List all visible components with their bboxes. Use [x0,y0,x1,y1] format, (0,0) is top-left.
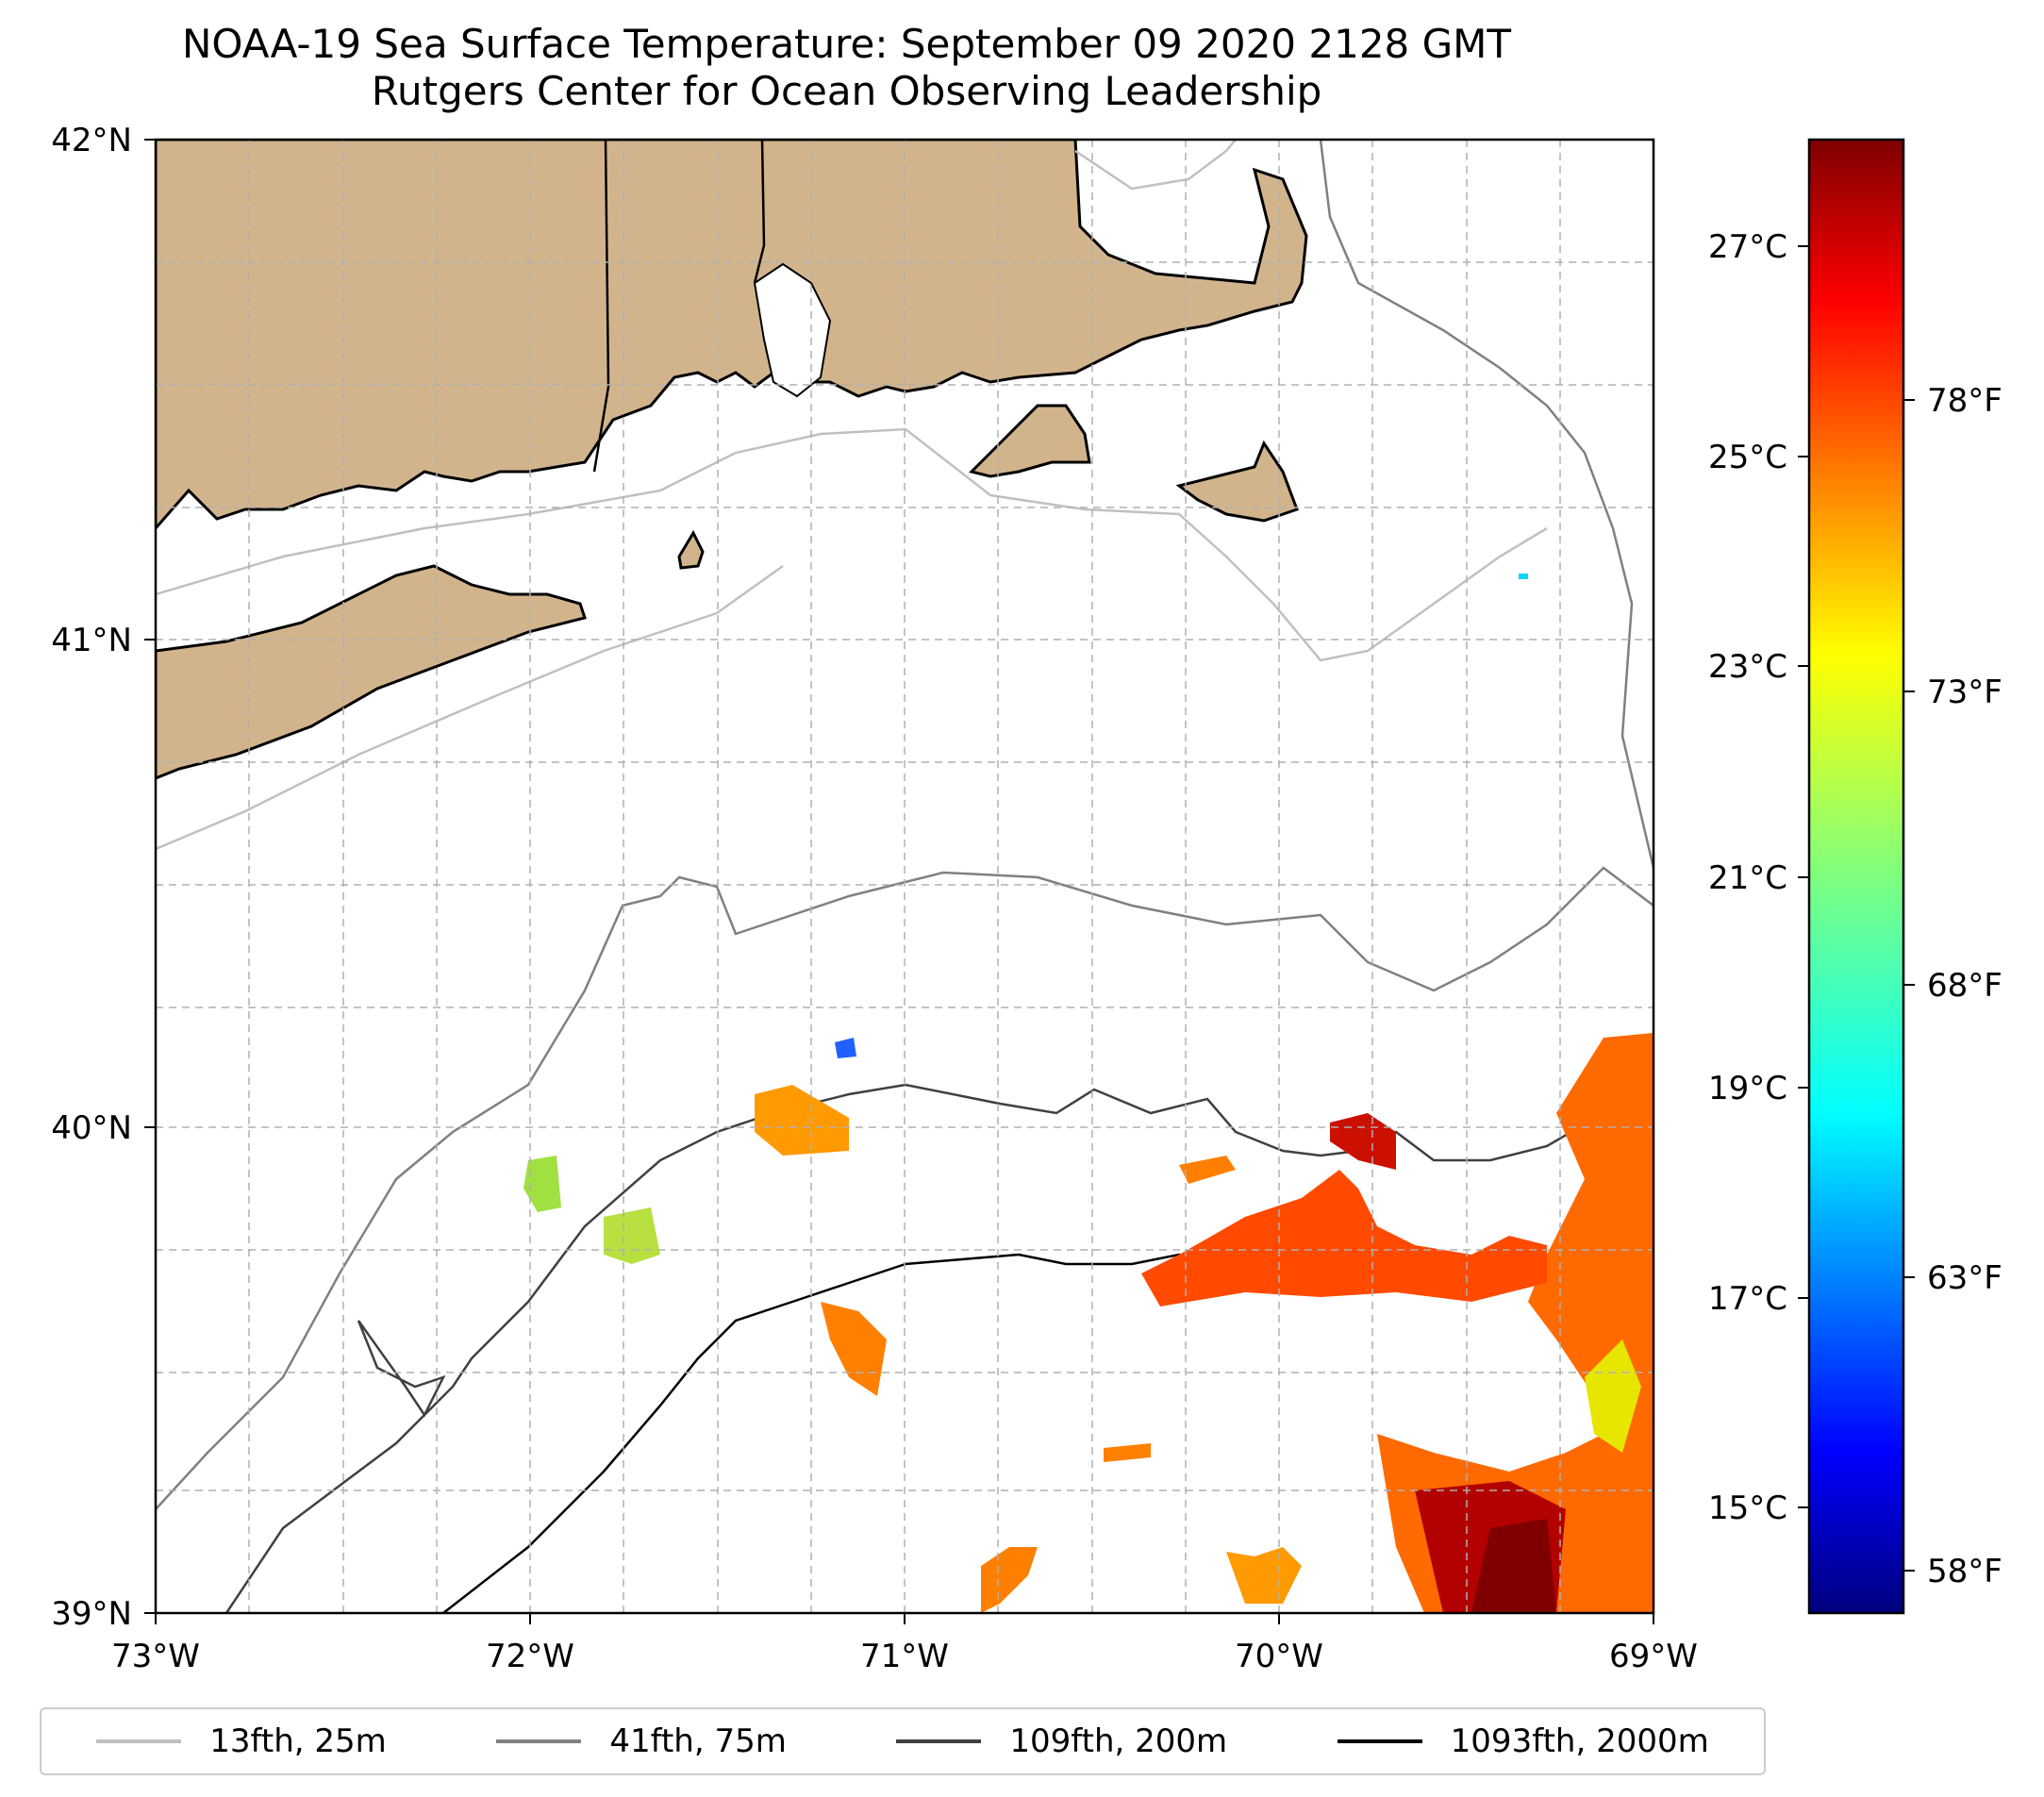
colorbar-celsius-label: 19°C [1708,1070,1787,1107]
colorbar-fahrenheit-label: 63°F [1927,1259,2002,1297]
sst-patch-orange-4 [1104,1443,1151,1462]
legend-item: 1093fth, 2000m [1337,1722,1709,1760]
isobath-25m [156,427,1548,662]
colorbar-celsius-label: 21°C [1708,859,1787,897]
sst-patch-orange-5 [1179,1156,1236,1184]
colorbar-celsius-label: 27°C [1708,228,1787,266]
title-line-1: NOAA-19 Sea Surface Temperature: Septemb… [181,21,1512,67]
sst-patch-yellow [1585,1339,1641,1453]
x-tick-label: 71°W [860,1638,949,1675]
isobath-200m-west [357,1320,446,1418]
grid-lines [156,140,1653,1613]
state-border-ct-ri [753,140,766,284]
colorbar-celsius-label: 15°C [1708,1489,1787,1527]
sst-patch-orange-1 [755,1085,849,1156]
legend-label: 41fth, 75m [609,1722,787,1760]
x-tick-label: 72°W [486,1638,574,1675]
colorbar-celsius-label: 23°C [1708,648,1787,686]
x-tick-label: 73°W [111,1638,200,1675]
legend-item: 13fth, 25m [96,1722,387,1760]
y-tick-label: 41°N [51,622,132,659]
isobath-25m-south [156,564,784,851]
sst-patch-north [1141,1170,1547,1306]
isobath-200m [224,1083,1653,1613]
legend-label: 109fth, 200m [1009,1722,1228,1760]
legend-line-200m [896,1739,982,1743]
sst-patch-orange-3 [981,1547,1038,1613]
legend-line-2000m [1337,1739,1422,1743]
y-tick-label: 42°N [51,122,132,159]
colorbar-fahrenheit-label: 68°F [1927,967,2002,1005]
sst-patch-east [1377,1033,1653,1613]
sst-patch-green-1 [523,1156,561,1212]
land-new-england [156,140,1308,531]
map-title: NOAA-19 Sea Surface Temperature: Septemb… [0,21,1693,115]
legend-item: 109fth, 200m [896,1722,1227,1760]
colorbar-ticks [1798,245,1915,1572]
sst-patch-core-dark [1471,1519,1556,1613]
y-tick-label: 40°N [51,1109,132,1147]
land-block-island [677,529,705,570]
land-marthas-vineyard [969,404,1091,478]
sst-patch-cyan-1 [1519,574,1528,579]
legend-label: 1093fth, 2000m [1450,1722,1709,1760]
colorbar-fahrenheit-label: 58°F [1927,1553,2002,1590]
x-tick-label: 69°W [1609,1638,1698,1675]
x-tick-label: 70°W [1235,1638,1323,1675]
colorbar-fahrenheit-label: 73°F [1927,674,2002,711]
colorbar-fahrenheit-label: 78°F [1927,382,2002,420]
legend-line-75m [496,1739,582,1743]
y-tick-label: 39°N [51,1595,132,1633]
state-border-ny-ct [592,140,610,473]
colorbar-celsius-label: 17°C [1708,1280,1787,1318]
title-line-2: Rutgers Center for Ocean Observing Leade… [371,68,1322,114]
isobath-75m [1319,140,1653,869]
legend-item: 41fth, 75m [496,1722,787,1760]
axis-ticks [144,139,1654,1624]
legend-line-25m [96,1739,182,1743]
colorbar [1807,138,1905,1615]
sst-patch-orange-6 [1226,1547,1302,1604]
sst-patch-green-2 [604,1207,660,1264]
isobath-25m-cape [1074,140,1237,191]
colorbar-celsius-label: 25°C [1708,439,1787,476]
land-long-island [156,564,587,780]
isobath-legend: 13fth, 25m 41fth, 75m 109fth, 200m 1093f… [40,1707,1766,1775]
water-narragansett-bay [753,262,832,398]
isobath-75m-shelf [156,866,1653,1510]
legend-label: 13fth, 25m [209,1722,387,1760]
sst-patch-blue-1 [835,1038,856,1058]
